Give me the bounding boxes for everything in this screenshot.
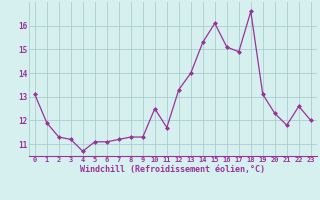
X-axis label: Windchill (Refroidissement éolien,°C): Windchill (Refroidissement éolien,°C) xyxy=(80,165,265,174)
